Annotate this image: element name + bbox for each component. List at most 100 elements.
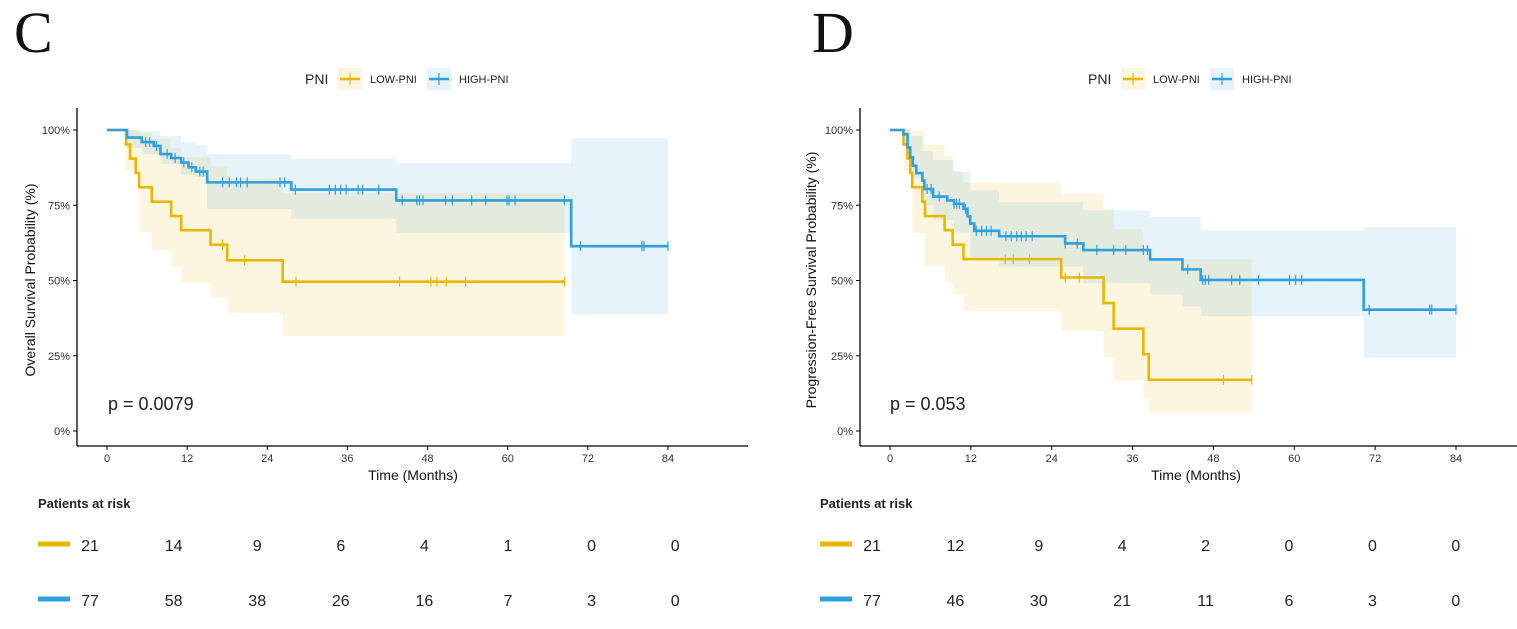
x-axis-title: Time (Months) <box>1151 467 1241 483</box>
legend-label-low: LOW-PNI <box>1153 74 1200 86</box>
legend-title: PNI <box>305 71 328 87</box>
panel-label: C <box>14 0 53 65</box>
confidence-band-segment <box>160 136 182 165</box>
legend-label-high: HIGH-PNI <box>1242 74 1292 86</box>
x-tick-label: 60 <box>1288 453 1300 465</box>
p-value: p = 0.0079 <box>108 394 194 414</box>
survival-curve-high-pni <box>890 128 1456 311</box>
risk-count: 38 <box>248 593 266 610</box>
risk-table-title: Patients at risk <box>38 496 131 511</box>
risk-count: 6 <box>336 538 345 555</box>
risk-count: 0 <box>1451 538 1460 555</box>
legend-title: PNI <box>1088 71 1111 87</box>
x-tick-label: 84 <box>662 453 674 465</box>
confidence-band-segment <box>396 163 572 233</box>
y-tick-label: 50% <box>48 276 70 288</box>
confidence-band-segment <box>282 193 565 337</box>
risk-count: 16 <box>416 593 434 610</box>
survival-curve-low-pni <box>107 128 565 284</box>
confidence-band-segment <box>181 157 211 283</box>
risk-count: 0 <box>587 538 596 555</box>
risk-count: 4 <box>420 538 429 555</box>
confidence-band-segment <box>924 145 945 267</box>
panel-c: C PNI LOW-PNI HIGH-PNI Time (Months) Ove… <box>14 0 748 610</box>
confidence-band-segment <box>1113 229 1144 381</box>
risk-count: 9 <box>253 538 262 555</box>
risk-table-title: Patients at risk <box>820 496 913 511</box>
y-axis-title: Progression-Free Survival Probability (%… <box>803 152 819 409</box>
risk-count: 21 <box>863 538 881 555</box>
risk-count: 58 <box>165 593 183 610</box>
x-tick-label: 72 <box>582 453 594 465</box>
y-tick-label: 25% <box>831 351 853 363</box>
y-tick-label: 100% <box>825 125 853 137</box>
risk-count: 0 <box>1285 538 1294 555</box>
confidence-band-segment <box>1150 216 1183 295</box>
confidence-band-segment <box>1148 259 1252 414</box>
y-tick-label: 0% <box>54 426 70 438</box>
confidence-band-segment <box>944 155 953 283</box>
x-tick-label: 24 <box>261 453 273 465</box>
confidence-band-segment <box>1200 230 1364 317</box>
x-tick-label: 72 <box>1369 453 1381 465</box>
risk-count: 9 <box>1034 538 1043 555</box>
x-tick-label: 24 <box>1046 453 1058 465</box>
confidence-band-segment <box>933 160 955 221</box>
confidence-band-segment <box>912 130 925 233</box>
x-tick-label: 60 <box>502 453 514 465</box>
confidence-band-segment <box>171 148 182 267</box>
risk-count: 6 <box>1285 593 1294 610</box>
x-axis-title: Time (Months) <box>368 467 458 483</box>
y-tick-label: 50% <box>831 276 853 288</box>
p-value: p = 0.053 <box>890 394 966 414</box>
confidence-band-segment <box>910 136 923 179</box>
legend-label-low: LOW-PNI <box>370 74 417 86</box>
x-tick-label: 84 <box>1450 453 1462 465</box>
y-tick-label: 75% <box>48 200 70 212</box>
confidence-band-segment <box>954 172 971 233</box>
confidence-band-segment <box>1061 193 1104 332</box>
x-tick-label: 36 <box>341 453 353 465</box>
risk-count: 77 <box>863 593 881 610</box>
x-tick-label: 0 <box>104 453 110 465</box>
confidence-band-segment <box>151 139 172 251</box>
risk-count: 0 <box>671 538 680 555</box>
y-tick-label: 25% <box>48 351 70 363</box>
risk-count: 7 <box>504 593 513 610</box>
panel-d: D PNI LOW-PNI HIGH-PNI Time (Months) Pro… <box>803 0 1517 610</box>
risk-count: 0 <box>1368 538 1377 555</box>
risk-count: 4 <box>1118 538 1127 555</box>
risk-count: 21 <box>1113 593 1131 610</box>
risk-count: 11 <box>1197 593 1214 610</box>
confidence-band-segment <box>1083 210 1151 284</box>
risk-count: 1 <box>504 538 513 555</box>
risk-count: 12 <box>947 538 965 555</box>
legend-label-high: HIGH-PNI <box>459 74 509 86</box>
confidence-band-segment <box>227 178 283 314</box>
risk-count: 77 <box>81 593 99 610</box>
risk-count: 3 <box>1368 593 1377 610</box>
risk-count: 21 <box>81 538 99 555</box>
y-tick-label: 0% <box>837 426 853 438</box>
y-tick-label: 75% <box>831 200 853 212</box>
confidence-band-segment <box>1143 250 1149 399</box>
risk-count: 46 <box>947 593 965 610</box>
confidence-band-segment <box>1182 216 1201 307</box>
x-tick-label: 48 <box>1207 453 1219 465</box>
y-tick-label: 100% <box>42 125 70 137</box>
y-axis-title: Overall Survival Probability (%) <box>22 184 38 377</box>
confidence-band-segment <box>571 138 668 315</box>
risk-count: 14 <box>165 538 183 555</box>
confidence-band-segment <box>922 151 934 206</box>
confidence-band-segment <box>210 166 228 298</box>
panel-label: D <box>812 0 854 65</box>
confidence-band-segment <box>1103 208 1114 358</box>
x-tick-label: 48 <box>421 453 433 465</box>
x-tick-label: 12 <box>181 453 193 465</box>
risk-count: 30 <box>1030 593 1048 610</box>
confidence-band-segment <box>1363 226 1456 358</box>
risk-count: 0 <box>1451 593 1460 610</box>
risk-count: 2 <box>1201 538 1210 555</box>
risk-count: 26 <box>332 593 350 610</box>
